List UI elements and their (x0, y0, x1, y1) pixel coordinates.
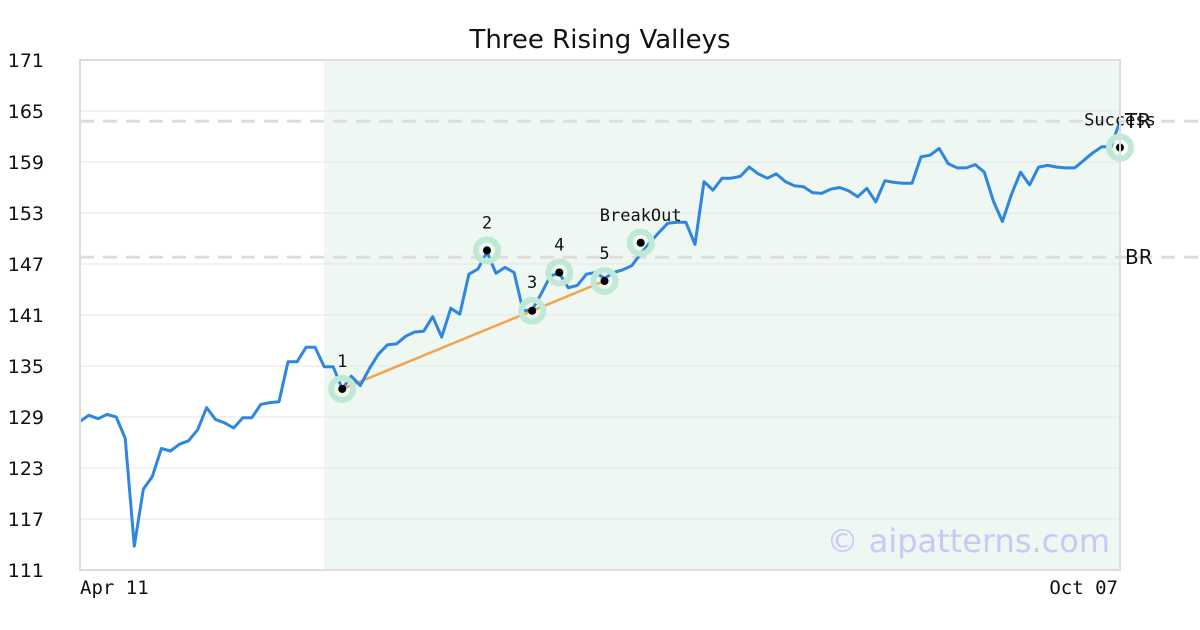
point-breakout-marker (636, 238, 645, 247)
x-tick-label-end: Oct 07 (1049, 577, 1118, 599)
y-tick-label: 117 (8, 509, 44, 531)
y-tick-label: 111 (8, 560, 44, 582)
x-tick-label-start: Apr 11 (80, 577, 149, 599)
price-line (79, 120, 1122, 548)
point-4-marker (555, 268, 564, 277)
point-4-ring (545, 258, 574, 287)
y-tick-label: 153 (8, 203, 44, 225)
point-breakout-label: BreakOut (600, 206, 682, 226)
point-breakout-ring (626, 228, 655, 257)
point-3-ring (518, 296, 547, 325)
y-tick-label: 141 (8, 305, 44, 327)
level-lines: TR BR (80, 109, 1200, 269)
plot-frame (79, 59, 1121, 571)
chart-title: Three Rising Valleys (468, 25, 730, 55)
watermark: © aipatterns.com (827, 522, 1110, 560)
x-axis: Apr 11 Oct 07 (80, 577, 1118, 599)
y-tick-label: 171 (8, 50, 44, 72)
y-tick-label: 159 (8, 152, 44, 174)
point-5-ring (590, 267, 619, 295)
point-1-ring (328, 374, 357, 403)
y-axis: 111 117 123 129 135 141 147 153 159 165 171 (8, 50, 44, 582)
y-tick-label: 147 (8, 254, 44, 276)
point-5-label: 5 (599, 244, 609, 264)
y-tick-label: 135 (8, 356, 44, 378)
level-label-tr: TR (1124, 109, 1151, 133)
point-3-marker (528, 306, 537, 315)
y-tick-label: 123 (8, 458, 44, 480)
point-5-marker (600, 277, 609, 285)
point-2-marker (482, 246, 491, 255)
point-2-label: 2 (482, 213, 492, 233)
trendline (341, 279, 605, 391)
level-label-br: BR (1125, 245, 1153, 269)
point-2-ring (472, 236, 501, 265)
point-1-marker (338, 384, 347, 393)
point-3-label: 3 (527, 273, 537, 293)
y-tick-label: 129 (8, 407, 44, 429)
y-tick-label: 165 (8, 101, 44, 123)
point-4-label: 4 (554, 236, 564, 256)
point-1-label: 1 (337, 352, 347, 372)
